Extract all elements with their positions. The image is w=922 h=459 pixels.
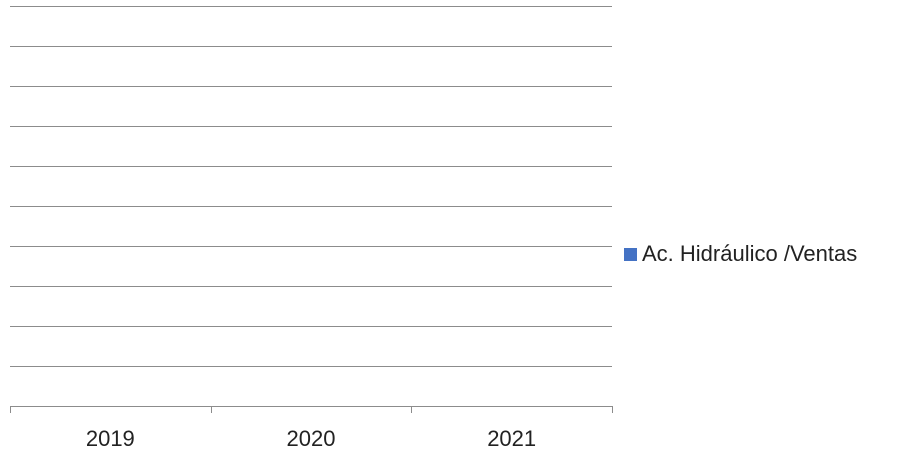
x-tick-label: 2020 <box>287 426 336 451</box>
legend-label: Ac. Hidráulico /Ventas <box>642 241 858 266</box>
legend: Ac. Hidráulico /Ventas <box>624 237 857 271</box>
x-tick-label: 2021 <box>487 426 536 451</box>
x-tick-label: 2019 <box>86 426 135 451</box>
legend-swatch <box>624 247 637 261</box>
